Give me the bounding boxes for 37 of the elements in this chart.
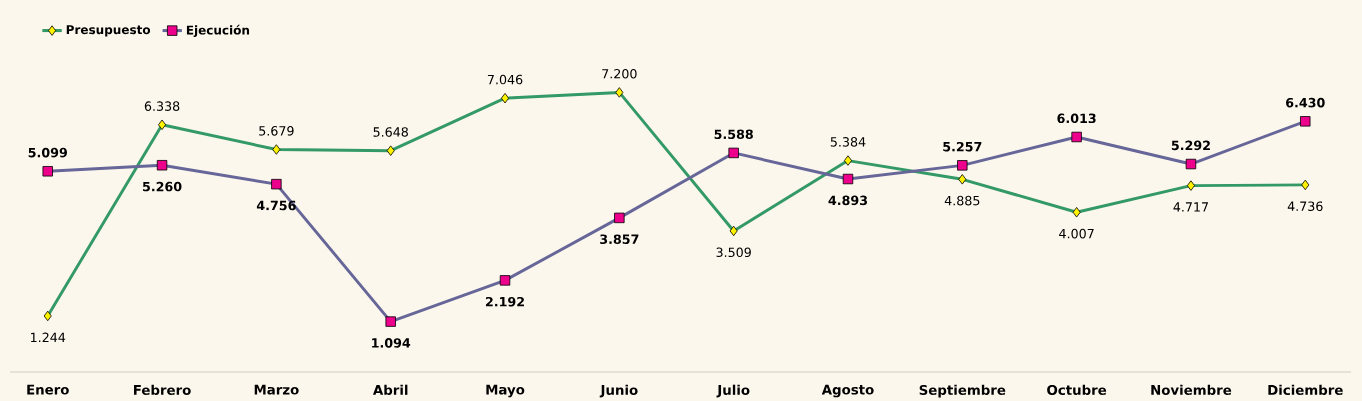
data-label: 7.046 [487,74,523,85]
x-tick-label: Abril [372,384,408,396]
x-tick-label: Octubre [1047,384,1107,396]
legend-label: Presupuesto [66,25,151,37]
x-tick-label: Mayo [486,384,525,398]
data-label: 5.648 [373,127,408,137]
x-tick-label: Febrero [134,384,191,396]
x-tick-label: Septiembre [919,384,1006,398]
data-label: 5.588 [714,129,753,140]
data-label: 3.509 [716,247,751,258]
data-label: 6.338 [144,101,180,111]
data-label: 7.200 [602,68,637,79]
data-label: 5.384 [830,137,866,147]
data-label: 6.013 [1057,113,1096,124]
data-label: 3.857 [600,234,639,245]
legend-label: Ejecución [186,24,250,37]
x-tick-label: Julio [716,384,750,398]
x-tick-label: Junio [599,384,638,398]
data-label: 5.292 [1171,140,1210,151]
data-label: 1.244 [31,332,66,342]
data-label: 5.257 [943,141,982,152]
x-tick-label: Diciembre [1268,384,1343,396]
data-label: 4.893 [828,195,868,206]
data-label: 5.679 [259,126,294,136]
data-label: 5.260 [143,181,182,192]
data-label: 2.192 [485,296,524,307]
x-tick-label: Noviembre [1151,384,1232,396]
data-label: 5.099 [28,147,67,158]
x-tick-label: Marzo [254,384,299,395]
data-label: 4.885 [944,195,980,206]
data-label: 6.430 [1286,97,1325,108]
data-label: 4.736 [1287,201,1323,212]
x-tick-label: Agosto [821,384,874,398]
data-label: 4.717 [1173,202,1208,212]
data-label: 4.007 [1059,228,1094,239]
data-label: 1.094 [372,338,411,348]
x-tick-label: Enero [27,384,69,395]
